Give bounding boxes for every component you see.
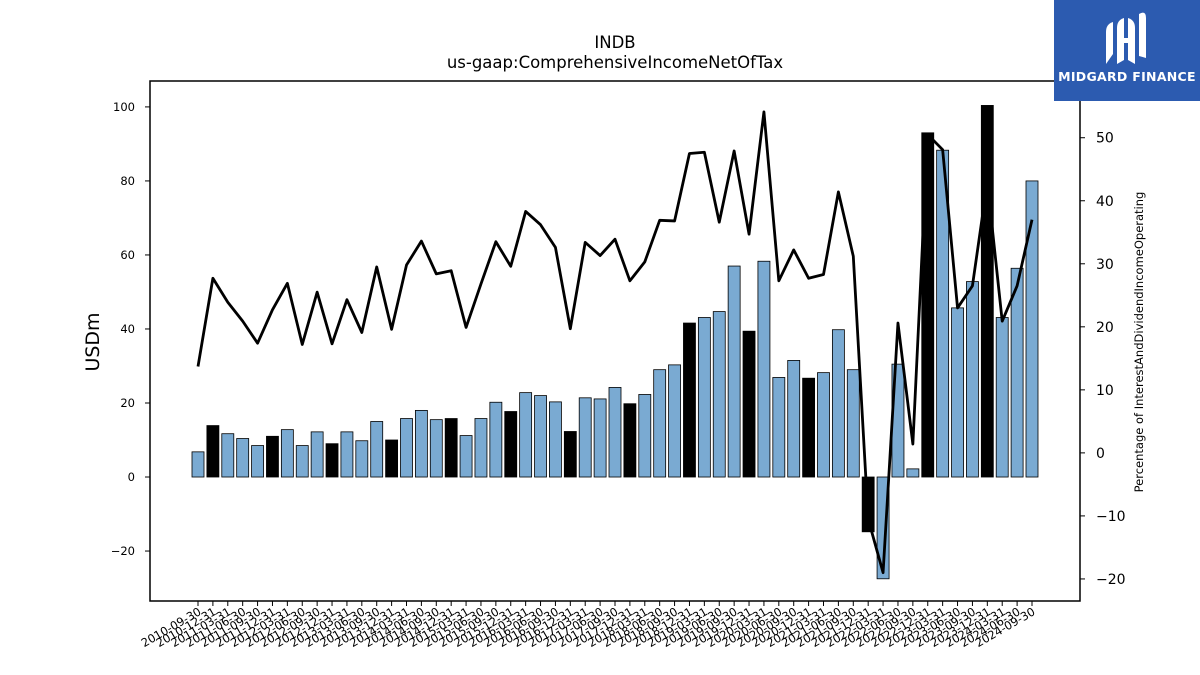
bar-2017-09-30 bbox=[608, 387, 622, 478]
bar-2012-12-31 bbox=[325, 443, 339, 478]
bar-2016-06-30 bbox=[534, 395, 547, 478]
bar-2024-06-30 bbox=[1010, 267, 1024, 478]
bar-2021-06-30 bbox=[831, 329, 845, 478]
bar-2013-12-31 bbox=[385, 439, 399, 478]
bar-2016-12-31 bbox=[563, 431, 577, 478]
y-tick-label: 60 bbox=[120, 248, 135, 262]
midgard-logo-icon bbox=[1106, 12, 1146, 64]
bar-2011-06-30 bbox=[236, 438, 250, 478]
bar-2018-03-31 bbox=[638, 394, 652, 478]
bar-2018-12-31 bbox=[683, 322, 696, 478]
bar-2022-12-31 bbox=[921, 132, 935, 478]
bar-2023-12-31 bbox=[980, 105, 994, 478]
bar-2024-09-30 bbox=[1025, 180, 1039, 478]
bar-2014-09-30 bbox=[429, 419, 443, 478]
bar-2019-12-31 bbox=[742, 330, 756, 478]
y-tick-label: 0 bbox=[128, 470, 135, 484]
bar-2015-03-31 bbox=[459, 435, 473, 478]
bar-2014-03-31 bbox=[400, 418, 413, 478]
bar-2018-06-30 bbox=[653, 369, 667, 478]
bar-2013-09-30 bbox=[370, 421, 384, 478]
bar-2021-09-30 bbox=[846, 369, 860, 478]
bar-2017-03-31 bbox=[578, 397, 592, 478]
bar-2010-09-30 bbox=[191, 451, 205, 478]
y-axis-label: USDm bbox=[82, 312, 104, 371]
bar-2015-12-31 bbox=[504, 411, 518, 478]
axes: −20020406080100−20−10010203040502010-09-… bbox=[111, 80, 1126, 650]
bar-2015-06-30 bbox=[474, 418, 488, 478]
bar-2020-09-30 bbox=[787, 360, 801, 478]
brand-name: MIDGARD FINANCE bbox=[1058, 69, 1196, 84]
bar-2020-06-30 bbox=[772, 377, 786, 478]
bar-2011-12-31 bbox=[266, 435, 279, 478]
y2-tick-label: 50 bbox=[1096, 131, 1114, 147]
bar-2011-09-30 bbox=[251, 445, 264, 478]
y-tick-label: 80 bbox=[120, 174, 135, 188]
bar-2017-06-30 bbox=[593, 398, 607, 478]
y-tick-label: 20 bbox=[120, 396, 135, 410]
y-tick-label: 100 bbox=[113, 100, 135, 114]
bar-2016-09-30 bbox=[549, 401, 562, 478]
bar-2019-06-30 bbox=[712, 311, 726, 478]
y2-tick-label: 10 bbox=[1096, 383, 1114, 399]
bar-2023-09-30 bbox=[966, 281, 979, 478]
bar-2019-03-31 bbox=[697, 317, 711, 478]
y2-tick-label: 20 bbox=[1096, 320, 1114, 336]
bar-2012-09-30 bbox=[310, 431, 324, 478]
bar-2011-03-31 bbox=[221, 433, 235, 478]
y2-tick-label: 40 bbox=[1096, 194, 1114, 210]
y2-tick-label: 0 bbox=[1096, 446, 1105, 462]
bar-2012-03-31 bbox=[280, 429, 294, 478]
bar-2022-09-30 bbox=[906, 468, 920, 478]
bar-2020-03-31 bbox=[757, 260, 771, 478]
bar-2018-09-30 bbox=[668, 364, 681, 478]
brand-logo: MIDGARD FINANCE bbox=[1054, 0, 1200, 101]
bar-2020-12-31 bbox=[802, 377, 816, 478]
bar-2021-03-31 bbox=[817, 372, 830, 478]
bar-2019-09-30 bbox=[727, 265, 741, 478]
bar-2024-03-31 bbox=[995, 317, 1009, 478]
bar-2012-06-30 bbox=[295, 445, 309, 478]
line-series bbox=[196, 110, 1034, 575]
y-tick-label: −20 bbox=[111, 544, 135, 558]
y2-tick-label: 30 bbox=[1096, 257, 1114, 273]
y2-tick-label: −20 bbox=[1096, 572, 1126, 588]
y2-axis-label: Percentage of InterestAndDividendIncomeO… bbox=[1132, 192, 1146, 493]
chart-subtitle: us-gaap:ComprehensiveIncomeNetOfTax bbox=[447, 53, 784, 72]
y2-tick-label: −10 bbox=[1096, 509, 1126, 525]
bar-2013-06-30 bbox=[355, 440, 369, 478]
bar-2010-12-31 bbox=[206, 425, 220, 478]
bar-2014-06-30 bbox=[414, 409, 428, 478]
bar-2014-12-31 bbox=[444, 418, 458, 478]
chart-title: INDB bbox=[594, 33, 635, 52]
bar-2017-12-31 bbox=[623, 403, 637, 478]
bar-2023-06-30 bbox=[951, 307, 964, 478]
line-group bbox=[196, 110, 1034, 575]
bar-2013-03-31 bbox=[340, 431, 354, 478]
y-tick-label: 40 bbox=[120, 322, 135, 336]
bar-group bbox=[191, 105, 1039, 580]
bar-2016-03-31 bbox=[519, 392, 533, 478]
bar-2015-09-30 bbox=[489, 401, 503, 478]
